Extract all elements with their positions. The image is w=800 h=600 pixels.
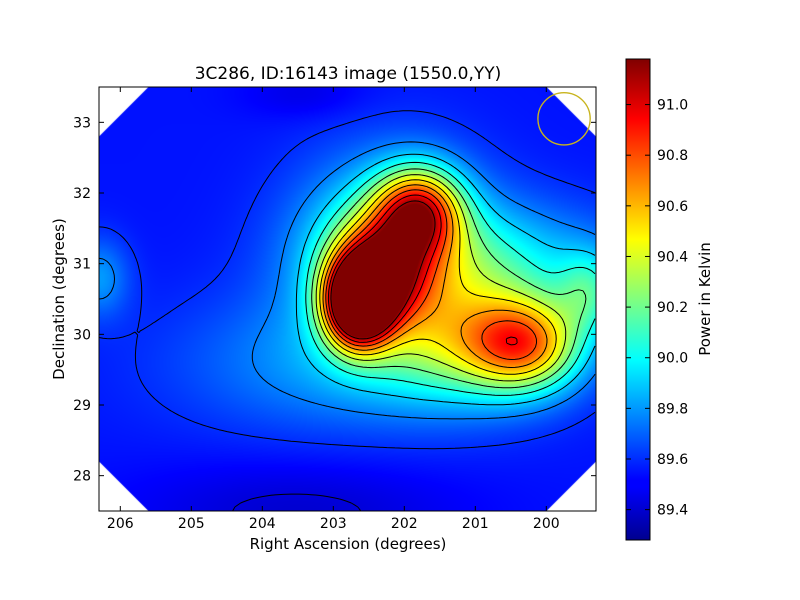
y-axis-ticks: 28 29 30 31 32 33 [73, 115, 596, 485]
contour-level-10 [327, 194, 518, 346]
x-tick-label: 204 [249, 516, 276, 532]
colorbar-tick-label: 89.4 [657, 503, 688, 519]
colorbar-tick-label: 90.0 [657, 351, 688, 367]
y-tick-label: 32 [73, 186, 91, 202]
x-axis-label: Right Ascension (degrees) [250, 535, 447, 553]
x-tick-label: 201 [462, 516, 489, 532]
contour-level-8 [322, 184, 548, 368]
contour-lines [99, 110, 596, 511]
x-tick-label: 200 [533, 516, 560, 532]
colorbar-tick-label: 90.2 [657, 300, 688, 316]
plot-area [98, 86, 597, 512]
colorbar: 89.4 89.6 89.8 90.0 90.2 90.4 90.6 90.8 91.0 Pow… [625, 58, 714, 541]
y-tick-label: 30 [73, 327, 91, 343]
colorbar-tick-label: 90.6 [657, 199, 688, 215]
colorbar-tick-label: 89.8 [657, 401, 688, 417]
x-tick-label: 205 [178, 516, 205, 532]
axes-frame [98, 86, 597, 512]
x-tick-label: 206 [107, 516, 134, 532]
y-tick-label: 28 [73, 469, 91, 485]
colorbar-tick-label: 90.4 [657, 249, 688, 265]
colorbar-ticks: 89.4 89.6 89.8 90.0 90.2 90.4 90.6 90.8 91.0 [626, 98, 688, 519]
contour-level-5 [311, 168, 587, 389]
contour-level-9 [325, 189, 537, 360]
x-tick-label: 202 [391, 516, 418, 532]
colorbar-tick-label: 89.6 [657, 452, 688, 468]
colorbar-tick-label: 90.8 [657, 148, 688, 164]
y-tick-label: 33 [73, 115, 91, 131]
contour-level-6 [315, 174, 567, 382]
contour-level-2 [99, 141, 596, 420]
colorbar-gradient [625, 58, 651, 541]
beam-circle [537, 91, 591, 146]
contour-level-3 [295, 153, 596, 406]
heatmap-image [99, 87, 596, 511]
colorbar-tick-label: 91.0 [657, 98, 688, 114]
contour-level-4 [305, 161, 596, 396]
y-axis-label: Declination (degrees) [50, 218, 68, 380]
contour-level-11 [330, 200, 436, 340]
colorbar-label: Power in Kelvin [696, 242, 714, 356]
x-axis-ticks: 206 205 204 203 202 201 200 [107, 87, 560, 532]
contour-level-7 [319, 179, 557, 375]
x-tick-label: 203 [320, 516, 347, 532]
y-tick-label: 31 [73, 257, 91, 273]
contour-level-1 [99, 110, 596, 450]
contour-level-0 [232, 493, 362, 511]
chart-title: 3C286, ID:16143 image (1550.0,YY) [195, 64, 502, 84]
y-tick-label: 29 [73, 398, 91, 414]
